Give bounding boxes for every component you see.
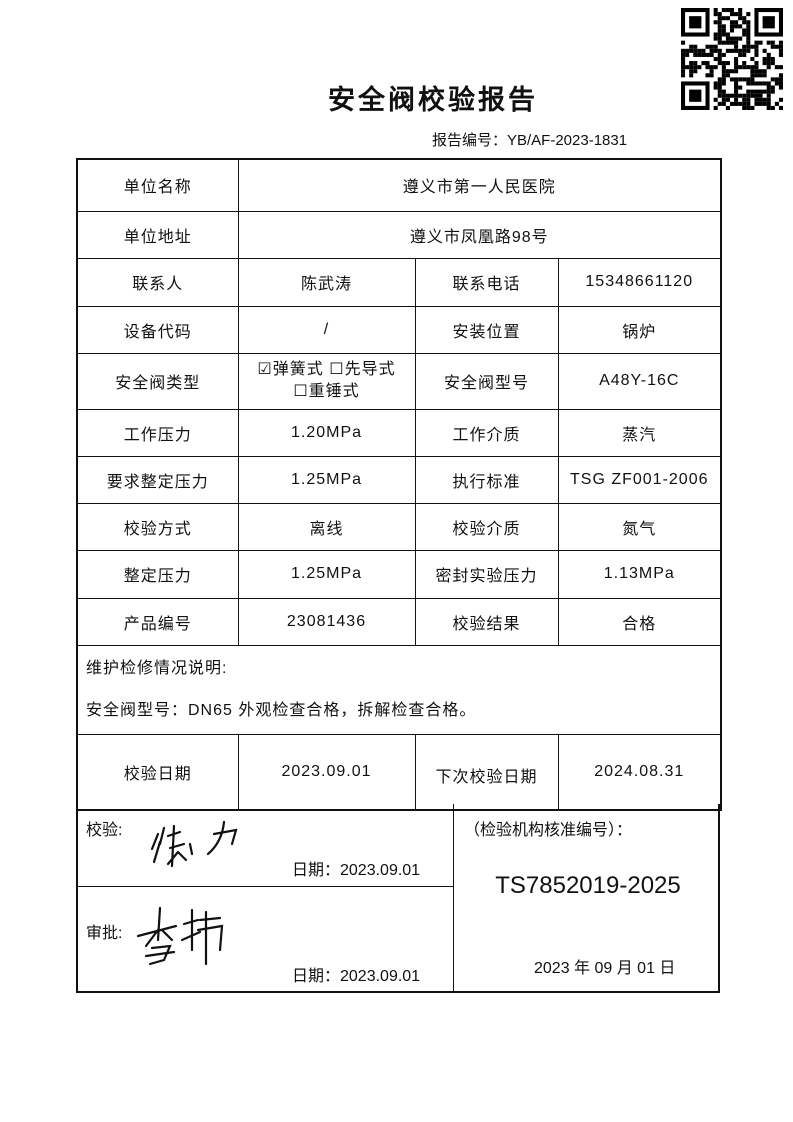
- label-seal-pressure: 密封实验压力: [414, 549, 559, 599]
- option-weight-label: 重锤式: [308, 383, 360, 400]
- valve-type-options: ☑弹簧式 ☐先导式 ☐重锤式: [237, 352, 416, 410]
- label-device-code: 设备代码: [76, 305, 239, 354]
- value-seal-pressure: 1.13MPa: [557, 549, 722, 599]
- agency-label: （检验机构核准编号）：: [464, 822, 633, 839]
- approve-label: 审批:: [86, 925, 123, 942]
- report-number: 报告编号：YB/AF-2023-1831: [432, 132, 628, 149]
- option-spring-label: 弹簧式: [272, 361, 324, 378]
- label-method: 校验方式: [76, 502, 239, 551]
- label-test-date: 校验日期: [76, 733, 239, 811]
- value-medium: 蒸汽: [557, 408, 722, 457]
- label-next-date: 下次校验日期: [414, 733, 559, 811]
- value-test-date: 2023.09.01: [237, 733, 416, 811]
- value-result: 合格: [557, 597, 722, 646]
- approve-date: 日期：2023.09.01: [292, 968, 421, 985]
- notes-text: 安全阀型号：DN65 外观检查合格，拆解检查合格。: [86, 701, 477, 719]
- value-unit-name: 遵义市第一人民医院: [237, 158, 722, 212]
- verify-signature: [150, 820, 238, 868]
- agency-date: 2023 年 09 月 01 日: [534, 960, 676, 977]
- label-product-no: 产品编号: [76, 597, 239, 646]
- label-work-pressure: 工作压力: [76, 408, 239, 457]
- value-valve-model: A48Y-16C: [557, 352, 722, 410]
- label-unit-name: 单位名称: [76, 158, 239, 212]
- value-set-pressure: 1.25MPa: [237, 549, 416, 599]
- label-test-medium: 校验介质: [414, 502, 559, 551]
- divider: [78, 886, 453, 887]
- agency-code: TS7852019-2025: [495, 872, 681, 899]
- label-unit-address: 单位地址: [76, 210, 239, 259]
- option-pilot-label: 先导式: [344, 361, 396, 378]
- value-contact: 陈武涛: [237, 257, 416, 307]
- notes-heading: 维护检修情况说明:: [86, 659, 228, 677]
- report-table: 单位名称 遵义市第一人民医院 单位地址 遵义市凤凰路98号 联系人 陈武涛 联系电话 15…: [76, 158, 723, 811]
- label-valve-model: 安全阀型号: [414, 352, 559, 410]
- checkbox-pilot[interactable]: ☐: [329, 361, 345, 378]
- label-valve-type: 安全阀类型: [76, 352, 239, 410]
- signature-section: 校验: 日期：2023.09.01 审批: 日期：2023.09.01 （检验机…: [76, 804, 720, 993]
- qr-code: [681, 8, 783, 110]
- label-contact: 联系人: [76, 257, 239, 307]
- verify-date: 日期：2023.09.01: [292, 862, 421, 879]
- label-result: 校验结果: [414, 597, 559, 646]
- value-method: 离线: [237, 502, 416, 551]
- label-location: 安装位置: [414, 305, 559, 354]
- document-title: 安全阀校验报告: [328, 85, 538, 116]
- label-standard: 执行标准: [414, 455, 559, 504]
- label-required-pressure: 要求整定压力: [76, 455, 239, 504]
- value-product-no: 23081436: [237, 597, 416, 646]
- checkbox-spring[interactable]: ☑: [257, 361, 273, 378]
- value-test-medium: 氮气: [557, 502, 722, 551]
- value-standard: TSG ZF001-2006: [557, 455, 722, 504]
- checkbox-weight[interactable]: ☐: [293, 383, 309, 400]
- label-medium: 工作介质: [414, 408, 559, 457]
- approve-signature: [136, 906, 224, 966]
- value-device-code: /: [237, 305, 416, 354]
- value-required-pressure: 1.25MPa: [237, 455, 416, 504]
- value-unit-address: 遵义市凤凰路98号: [237, 210, 722, 259]
- label-phone: 联系电话: [414, 257, 559, 307]
- value-phone: 15348661120: [557, 257, 722, 307]
- maintenance-notes: 维护检修情况说明: 安全阀型号：DN65 外观检查合格，拆解检查合格。: [76, 644, 722, 735]
- value-next-date: 2024.08.31: [557, 733, 722, 811]
- value-work-pressure: 1.20MPa: [237, 408, 416, 457]
- value-location: 锅炉: [557, 305, 722, 354]
- verify-label: 校验:: [86, 822, 123, 839]
- label-set-pressure: 整定压力: [76, 549, 239, 599]
